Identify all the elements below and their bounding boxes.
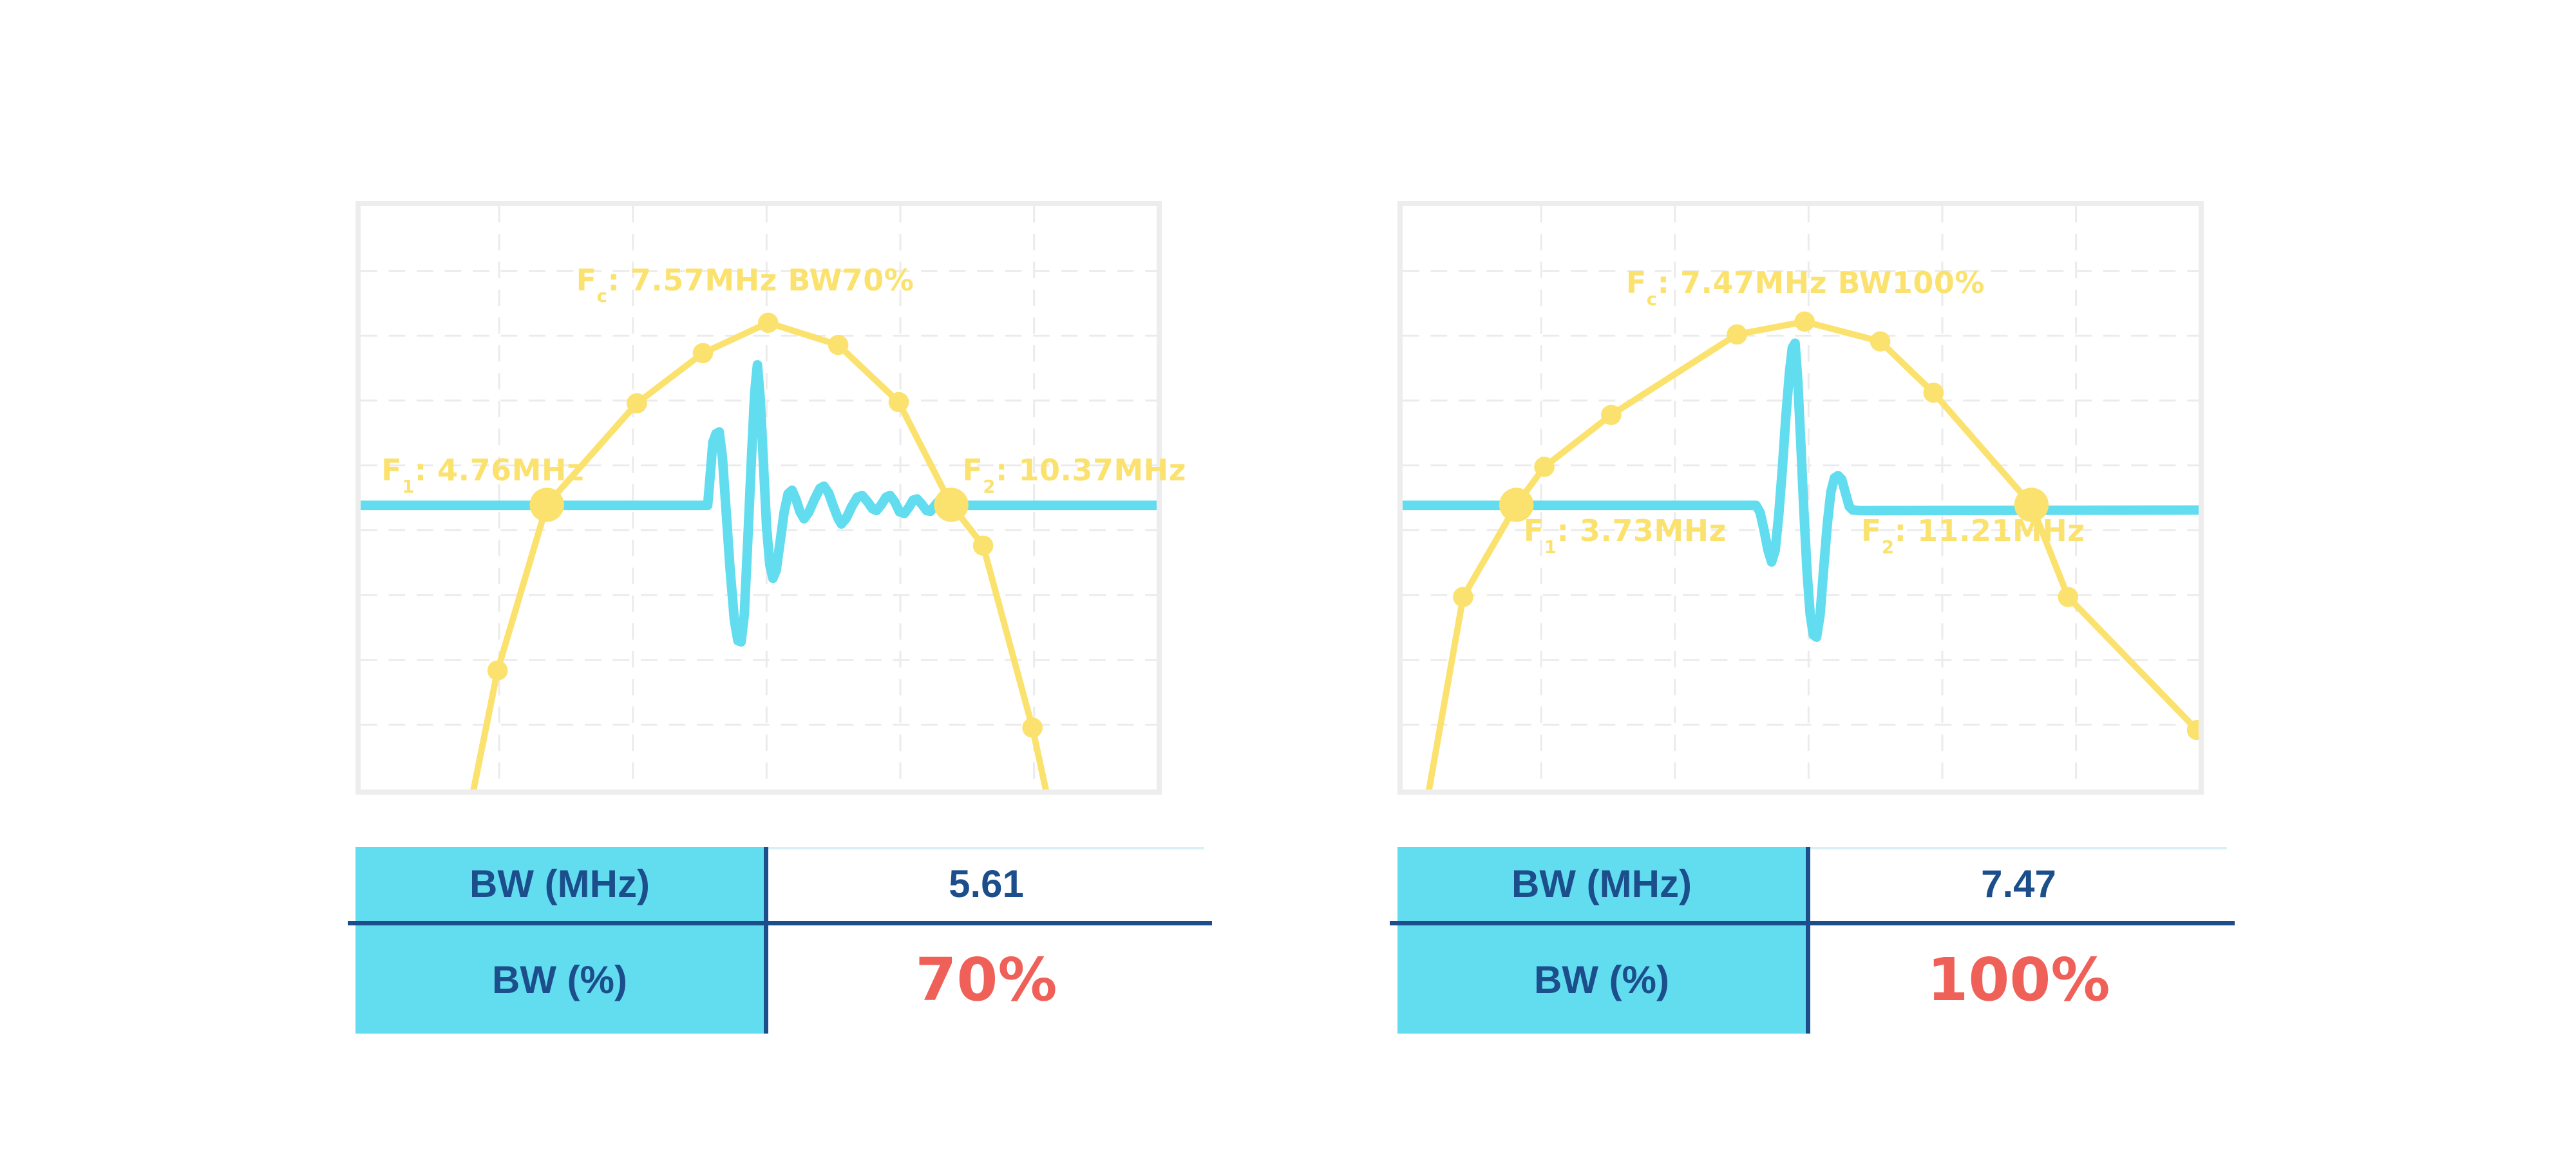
table-vertical-divider [1806,847,1810,1034]
f1-label-text: : 4.76MHz [414,453,585,488]
bandwidth-table-bw70: BW (MHz) 5.61 BW (%) 70% [348,847,1212,1034]
f2-label-text: : 10.37MHz [996,453,1187,488]
annotation-fc-bw70: Fc: 7.57MHz BW70% [576,262,914,307]
bw-pct-value: 100% [1927,945,2110,1014]
annotation-f1-bw100: F1: 3.73MHz [1523,513,1727,557]
bw-pct-label: BW (%) [492,958,627,1001]
fc-label-text: : 7.47MHz BW100% [1657,265,1985,301]
f2-label-sub: 2 [983,475,996,497]
f2-label-sub: 2 [1881,536,1895,558]
f2-label-base: F [1861,513,1882,549]
fc-label-base: F [1625,265,1647,301]
f2-label-base: F [962,453,983,488]
table-horizontal-divider [1390,921,2235,925]
chart-plot-bw100 [1403,206,2199,790]
bw-mhz-value: 7.47 [1981,862,2056,905]
f1-label-base: F [381,453,402,488]
fc-label-sub: c [596,285,608,307]
f1-label-text: : 3.73MHz [1557,513,1727,549]
table-vertical-divider [764,847,768,1034]
table-horizontal-divider [348,921,1212,925]
bw-mhz-label: BW (MHz) [1511,862,1692,905]
f1-label-base: F [1523,513,1544,549]
fc-label-base: F [576,262,597,298]
bw-mhz-label: BW (MHz) [469,862,650,905]
table-top-line [764,847,1204,849]
bw-pct-value: 70% [915,945,1057,1014]
table-label-column-bg [1397,847,1806,1034]
chart-plot-bw70 [361,206,1157,790]
table-top-line [1806,847,2227,849]
f2-label-text: : 11.21MHz [1894,513,2085,549]
bw-mhz-value: 5.61 [949,862,1024,905]
fc-label-text: : 7.57MHz BW70% [607,262,914,298]
annotation-f2-bw70: F2: 10.37MHz [962,453,1187,497]
fc-label-sub: c [1646,288,1658,310]
annotation-f1-bw70: F1: 4.76MHz [381,453,585,497]
chart-panel-bw100: Fc: 7.47MHz BW100% F1: 3.73MHz F2: 11.21… [1397,201,2204,795]
f1-label-sub: 1 [1544,536,1557,558]
bandwidth-table-bw100: BW (MHz) 7.47 BW (%) 100% [1390,847,2235,1034]
chart-panel-bw70: Fc: 7.57MHz BW70% F1: 4.76MHz F2: 10.37M… [355,201,1186,795]
table-label-column-bg [355,847,764,1034]
bw-pct-label: BW (%) [1534,958,1669,1001]
f1-label-sub: 1 [402,475,415,497]
annotation-fc-bw100: Fc: 7.47MHz BW100% [1625,265,1985,309]
annotation-f2-bw100: F2: 11.21MHz [1861,513,2085,557]
